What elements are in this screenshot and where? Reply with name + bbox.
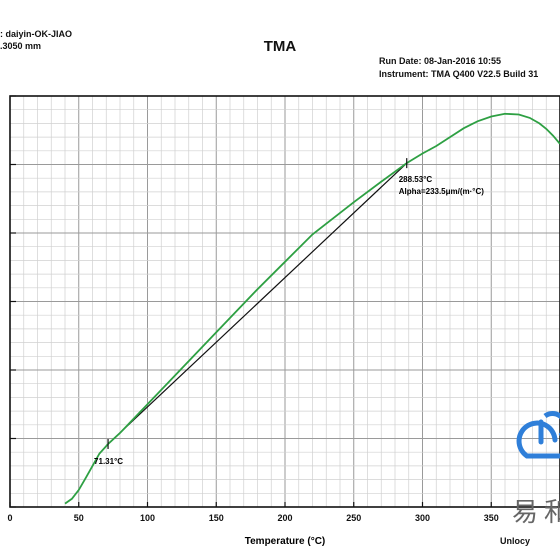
watermark-subtext: Unlocy	[500, 536, 531, 546]
annotation-alpha: Alpha=233.5μm/(m·°C)	[399, 187, 485, 196]
x-tick-label: 250	[346, 513, 361, 523]
tma-curve	[64, 112, 560, 505]
tangent-line	[107, 162, 408, 445]
x-tick-label: 150	[209, 513, 224, 523]
cloud-power-icon	[516, 411, 560, 459]
x-axis-ticks: 0 50 100 150 200 250 300 350	[7, 502, 499, 523]
x-tick-label: 50	[74, 513, 84, 523]
x-tick-label: 0	[7, 513, 12, 523]
chart-title: TMA	[263, 38, 297, 55]
run-date: Run Date: 08-Jan-2016 10:55	[379, 56, 502, 66]
x-tick-label: 200	[277, 513, 292, 523]
grid-lines	[9, 95, 560, 508]
x-axis-label: Temperature (°C)	[245, 536, 326, 547]
onset-markers	[107, 158, 408, 449]
annotation-onset-high: 288.53°C	[399, 175, 433, 184]
sample-size: .3050 mm	[0, 41, 42, 51]
x-tick-label: 300	[415, 513, 430, 523]
instrument-info: Instrument: TMA Q400 V22.5 Build 31	[379, 69, 539, 79]
x-tick-label: 350	[484, 513, 499, 523]
x-tick-label: 100	[140, 513, 155, 523]
sample-name: : daiyin-OK-JIAO	[0, 29, 73, 39]
watermark-glyph: 易和	[512, 498, 560, 528]
annotation-onset-low: 71.31°C	[94, 457, 123, 466]
